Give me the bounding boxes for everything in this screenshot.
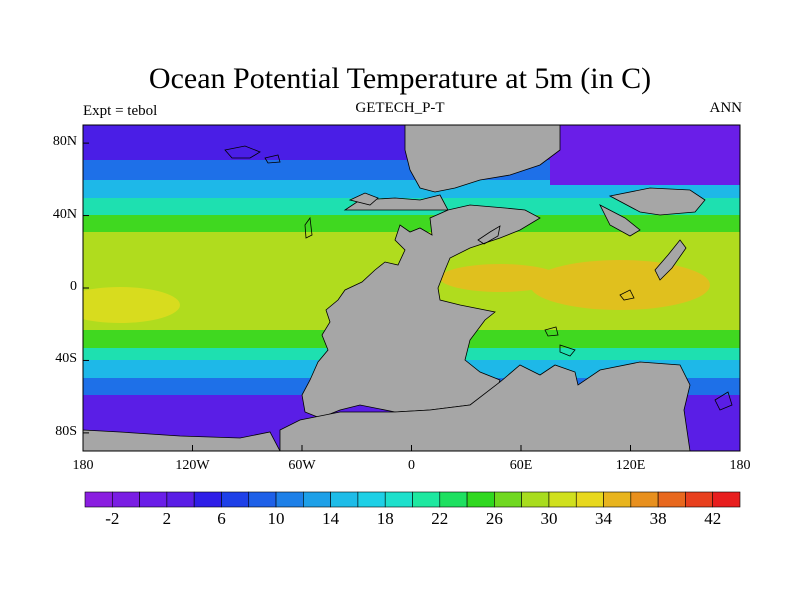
colorbar-swatch xyxy=(494,491,522,508)
island-atlantic-1 xyxy=(304,216,313,239)
experiment-label: Expt = tebol xyxy=(83,103,158,119)
colorbar-swatch xyxy=(412,491,441,508)
y-tick-label: 40S xyxy=(55,351,77,367)
ocean-band-north-temp xyxy=(83,215,740,235)
season-label: ANN xyxy=(709,100,743,116)
colorbar-swatch xyxy=(575,491,604,508)
page-title: Ocean Potential Temperature at 5m (in C) xyxy=(148,62,652,95)
colorbar-swatch xyxy=(248,491,277,508)
colorbar-swatch xyxy=(466,491,495,508)
colorbar-swatch xyxy=(521,491,550,508)
colorbar-swatch xyxy=(548,491,577,508)
ocean-warm-pool-west xyxy=(83,287,180,323)
colorbar-label: 38 xyxy=(649,509,667,528)
ocean-warm-pool-africa xyxy=(440,264,560,292)
colorbar xyxy=(84,491,741,508)
x-tick-label: 60E xyxy=(509,458,533,473)
colorbar-label: -2 xyxy=(105,509,120,528)
colorbar-label: 14 xyxy=(322,509,340,528)
colorbar-swatch xyxy=(712,491,741,508)
y-tick-marks xyxy=(83,142,89,434)
island-arctic-2 xyxy=(264,154,281,164)
colorbar-label: 18 xyxy=(376,509,394,528)
x-tick-label: 180 xyxy=(729,458,751,473)
colorbar-swatch xyxy=(193,491,222,508)
colorbar-swatch xyxy=(439,491,468,508)
landmass-north xyxy=(404,125,561,193)
island-chain-1 xyxy=(477,225,501,245)
colorbar-swatch xyxy=(384,491,413,508)
ocean-warm-pool-east xyxy=(530,260,710,310)
y-tick-label: 80S xyxy=(55,423,77,439)
colorbar-label: 26 xyxy=(485,509,503,528)
colorbar-swatch xyxy=(221,491,250,508)
colorbar-label: 30 xyxy=(540,509,558,528)
ocean-band-arctic xyxy=(550,125,740,185)
colorbar-label: 10 xyxy=(267,509,285,528)
colorbar-swatch xyxy=(685,491,714,508)
x-tick-marks xyxy=(82,445,741,451)
x-tick-label: 120W xyxy=(175,458,210,473)
landmass-east-strip xyxy=(654,239,687,281)
x-tick-label: 0 xyxy=(408,458,415,473)
island-chain-3 xyxy=(559,344,576,357)
y-tick-label: 40N xyxy=(52,206,77,222)
landmass-east-large xyxy=(608,187,706,216)
x-tick-label: 120E xyxy=(615,458,646,473)
landmass-northeast-island xyxy=(599,204,641,237)
colorbar-swatch xyxy=(84,491,113,508)
x-tick-label: 180 xyxy=(72,458,94,473)
colorbar-swatch xyxy=(330,491,359,508)
landmass-americas-africa xyxy=(301,194,541,419)
landmass-north-small xyxy=(348,192,379,206)
x-tick-label: 60W xyxy=(288,458,316,473)
colorbar-swatch xyxy=(657,491,686,508)
colorbar-swatch xyxy=(303,491,331,508)
landmass-south-central xyxy=(279,361,691,451)
colorbar-label: 34 xyxy=(595,509,613,528)
colorbar-swatch xyxy=(111,491,140,508)
colorbar-swatch xyxy=(139,491,168,508)
colorbar-swatch xyxy=(630,491,659,508)
colorbar-swatch xyxy=(275,491,304,508)
colorbar-label: 2 xyxy=(162,509,172,528)
y-tick-label: 80N xyxy=(52,134,77,150)
colorbar-label: 42 xyxy=(704,509,722,528)
y-tick-label: 0 xyxy=(70,279,77,294)
colorbar-label: 6 xyxy=(217,509,226,528)
landmass-southwest xyxy=(83,429,281,451)
island-chain-2 xyxy=(544,326,559,337)
colorbar-swatch xyxy=(357,491,386,508)
colorbar-swatch xyxy=(166,491,195,508)
island-chain-4 xyxy=(619,289,635,301)
colorbar-label: 22 xyxy=(431,509,449,528)
island-east-1 xyxy=(714,391,733,411)
ocean-band-north-mid xyxy=(83,180,740,202)
island-arctic-1 xyxy=(224,145,261,159)
model-label: GETECH_P-T xyxy=(355,100,445,116)
colorbar-swatch xyxy=(603,491,632,508)
